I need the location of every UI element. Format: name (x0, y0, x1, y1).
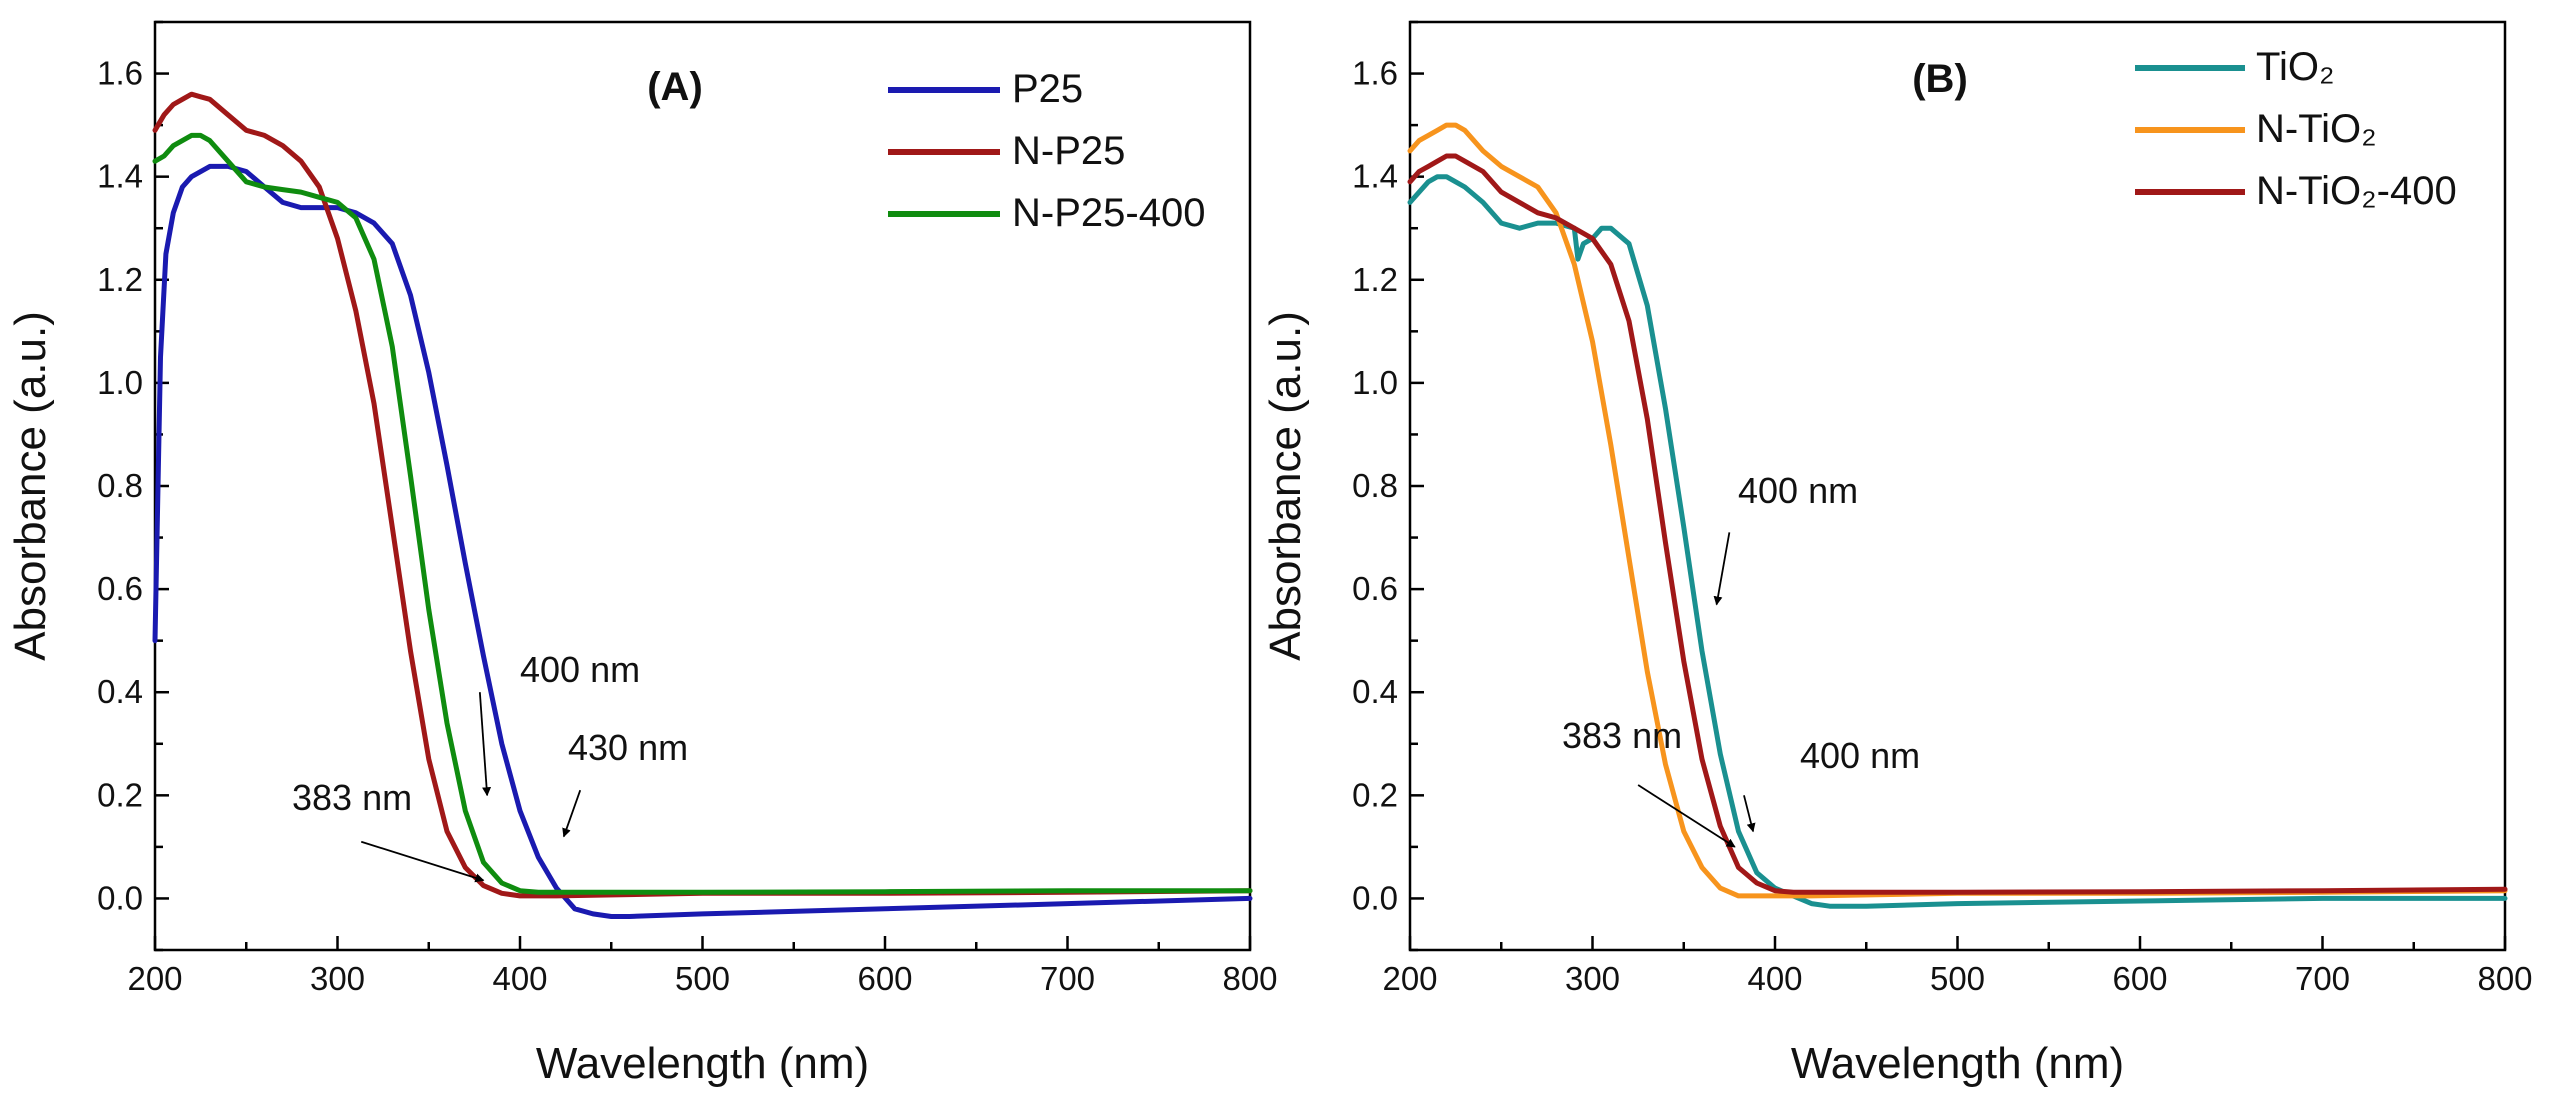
x-tick-label: 200 (1382, 960, 1437, 997)
annotation-arrow (360, 840, 485, 883)
plot-frame (1408, 20, 2507, 952)
x-tick-label: 800 (1222, 960, 1277, 997)
y-tick-label: 0.2 (97, 776, 143, 813)
y-tick-label: 0.8 (1352, 467, 1398, 504)
x-tick-label: 200 (127, 960, 182, 997)
y-tick-label: 1.0 (97, 364, 143, 401)
series-line-2 (152, 91, 1253, 899)
legend-label: N-P25 (1012, 129, 1125, 173)
x-tick-label: 800 (2477, 960, 2532, 997)
chart-panel-b: 200 300 400 500 600 700 800 0.0 0.2 0.4 0.6 0.8 1.0 1… (1261, 20, 2533, 1088)
y-axis-label: Absorbance (a.u.) (1261, 311, 1310, 661)
x-tick-label: 300 (1565, 960, 1620, 997)
legend-label: N-TiO₂-400 (2256, 169, 2457, 213)
panel-label: (B) (1912, 57, 1968, 101)
x-tick-label: 400 (492, 960, 547, 997)
legend-label: P25 (1012, 67, 1083, 111)
chart-panel-a: 200 300 400 500 600 700 800 0.0 0.2 0.4 0.6 0.8 1.0 1… (6, 20, 1278, 1088)
y-tick-label: 1.2 (97, 261, 143, 298)
y-tick-label: 0.6 (1352, 570, 1398, 607)
y-tick-label: 1.2 (1352, 261, 1398, 298)
y-axis-label: Absorbance (a.u.) (6, 311, 55, 661)
annotation-arrow (1637, 784, 1736, 848)
y-tick-label: 1.4 (1352, 158, 1398, 195)
annotation-label: 383 nm (1562, 715, 1682, 756)
x-tick-label: 700 (1040, 960, 1095, 997)
x-axis-label: Wavelength (nm) (536, 1039, 869, 1088)
x-tick-label: 600 (857, 960, 912, 997)
series-line-3 (152, 132, 1253, 895)
x-tick-label: 500 (675, 960, 730, 997)
y-tick-label: 0.2 (1352, 776, 1398, 813)
y-tick-label: 1.0 (1352, 364, 1398, 401)
y-tick-label: 0.8 (97, 467, 143, 504)
y-tick-label: 0.0 (1352, 879, 1398, 916)
legend-label: N-TiO₂ (2256, 107, 2377, 151)
annotation-label: 383 nm (292, 777, 412, 818)
panel-label: (A) (647, 65, 703, 109)
y-tick-label: 1.6 (97, 55, 143, 92)
y-tick-label: 1.6 (1352, 55, 1398, 92)
annotation-arrow (562, 789, 582, 838)
y-tick-label: 0.4 (97, 673, 143, 710)
annotation-arrow (1713, 532, 1731, 606)
x-tick-label: 300 (310, 960, 365, 997)
x-axis-label: Wavelength (nm) (1791, 1039, 2124, 1088)
series-line-1 (152, 163, 1253, 919)
y-tick-label: 0.4 (1352, 673, 1398, 710)
x-tick-label: 600 (2112, 960, 2167, 997)
annotation-arrow (1743, 795, 1756, 833)
series-line-2 (1407, 122, 2508, 899)
x-tick-label: 700 (2295, 960, 2350, 997)
y-tick-label: 0.0 (97, 879, 143, 916)
x-tick-label: 400 (1747, 960, 1802, 997)
legend-label: TiO₂ (2256, 45, 2334, 89)
annotation-arrow (478, 692, 492, 797)
annotation-label: 400 nm (1738, 470, 1858, 511)
x-tick-label: 500 (1930, 960, 1985, 997)
annotation-label: 400 nm (520, 649, 640, 690)
legend-label: N-P25-400 (1012, 191, 1205, 235)
y-tick-label: 1.4 (97, 158, 143, 195)
series-line-1 (1407, 174, 2508, 909)
annotation-label: 400 nm (1800, 735, 1920, 776)
annotation-label: 430 nm (568, 727, 688, 768)
series-line-3 (1407, 153, 2508, 895)
y-tick-label: 0.6 (97, 570, 143, 607)
